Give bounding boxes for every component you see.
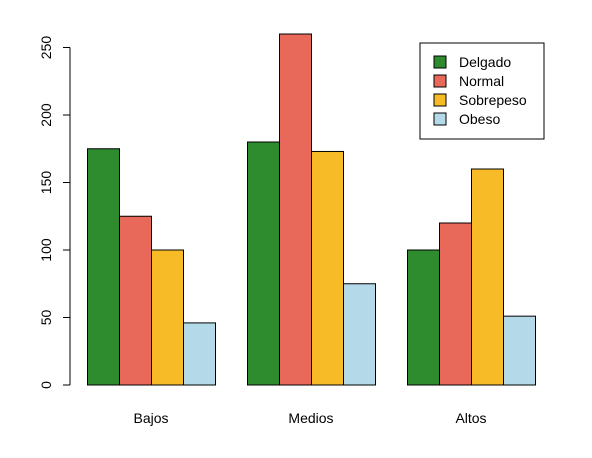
y-tick-label: 50 [38,310,54,326]
y-tick-label: 250 [38,36,54,60]
legend: Delgado Normal Sobrepeso Obeso [419,42,545,140]
bar-altos-obeso [503,315,536,386]
y-tick-label: 100 [38,238,54,262]
legend-label-obeso: Obeso [459,111,500,127]
legend-swatch-normal [433,74,447,88]
y-axis: 0 50 100 150 200 250 [38,36,71,389]
bar-bajos-delgado [87,148,120,386]
legend-swatch-sobrepeso [433,93,447,107]
bar-bajos-normal [119,215,152,386]
bar-medios-obeso [343,283,376,386]
y-tick-label: 150 [38,171,54,195]
legend-label-sobrepeso: Sobrepeso [459,92,527,108]
bar-bajos-sobrepeso [151,249,184,386]
legend-swatch-delgado [433,55,447,69]
bar-bajos-obeso [183,322,216,386]
legend-swatch-obeso [433,112,447,126]
bar-medios-delgado [247,141,280,386]
x-axis-labels: Bajos Medios Altos [133,410,486,426]
x-label-altos: Altos [455,410,486,426]
bar-medios-normal [279,33,312,386]
bar-medios-sobrepeso [311,150,344,386]
legend-label-normal: Normal [459,73,504,89]
bars [87,33,536,386]
y-tick-label: 200 [38,103,54,127]
x-label-bajos: Bajos [133,410,168,426]
bar-altos-sobrepeso [471,168,504,386]
x-label-medios: Medios [288,410,333,426]
legend-label-delgado: Delgado [459,54,511,70]
bar-altos-delgado [407,249,440,386]
bar-altos-normal [439,222,472,386]
y-tick-label: 0 [38,381,54,389]
